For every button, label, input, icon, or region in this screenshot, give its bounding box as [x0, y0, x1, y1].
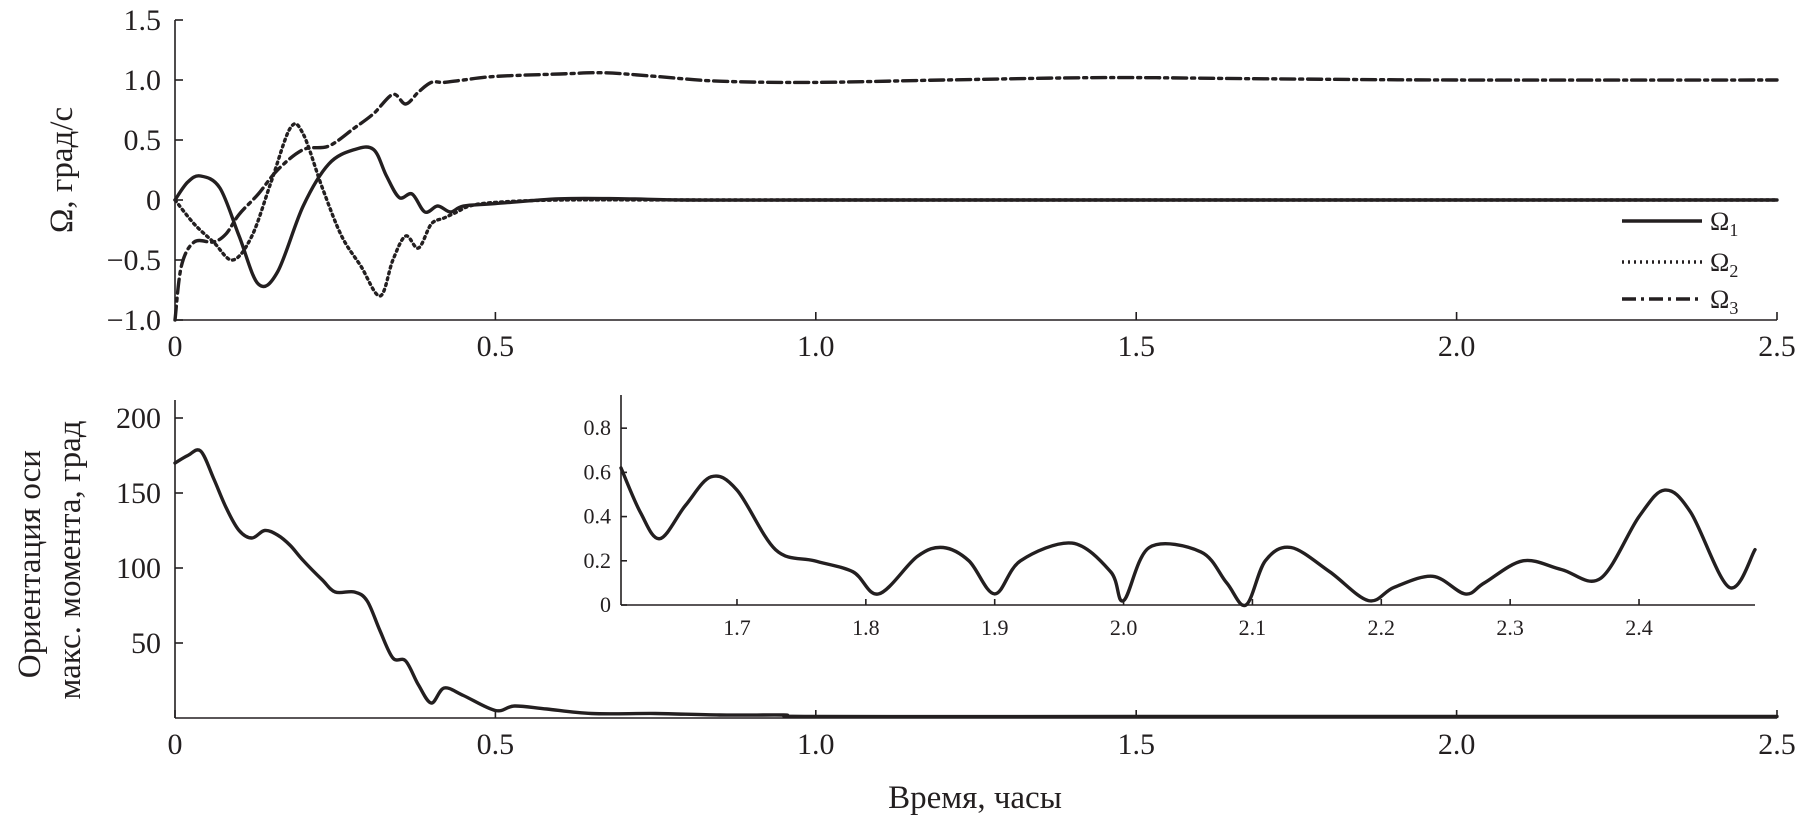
- legend: Ω1 Ω2 Ω3: [1622, 207, 1738, 318]
- inset-x-tick-label: 2.0: [1110, 615, 1138, 640]
- bottom-x-axis-label: Время, часы: [888, 780, 1062, 816]
- inset-x-tick-label: 1.8: [852, 615, 880, 640]
- bottom-y-axis-label-line1: Ориентация оси: [12, 450, 48, 678]
- bottom-x-tick-label: 0.5: [477, 728, 515, 761]
- inset-x-tick-label: 2.2: [1368, 615, 1396, 640]
- inset-x-ticks: 1.7 1.8 1.9 2.0 2.1 2.2 2.3 2.4: [723, 599, 1653, 640]
- bottom-series-group: [173, 448, 1779, 719]
- top-y-tick-label: −0.5: [107, 244, 161, 277]
- svg-text:Ω2: Ω2: [1710, 248, 1738, 281]
- top-y-tick-label: 1.0: [124, 64, 162, 97]
- top-series-line-omega1: [173, 145, 1779, 289]
- legend-label-omega3: Ω: [1710, 285, 1729, 314]
- top-y-tick-label: 0: [146, 184, 161, 217]
- inset-x-tick-label: 2.3: [1496, 615, 1524, 640]
- inset-x-tick-label: 1.9: [981, 615, 1009, 640]
- top-x-tick-label: 0.5: [477, 330, 515, 363]
- top-x-tick-label: 0: [168, 330, 183, 363]
- legend-item-omega2: Ω2: [1622, 248, 1738, 281]
- bottom-y-tick-label: 150: [116, 477, 161, 510]
- top-x-tick-label: 2.5: [1758, 330, 1796, 363]
- inset-y-tick-label: 0: [600, 592, 611, 617]
- inset-series-group: [619, 466, 1757, 608]
- bottom-series-line: [173, 448, 1779, 719]
- inset-y-tick-label: 0.2: [584, 548, 612, 573]
- inset-x-tick-label: 2.1: [1239, 615, 1267, 640]
- top-y-axis-label: Ω, град/с: [44, 107, 80, 233]
- bottom-x-tick-label: 1.5: [1117, 728, 1155, 761]
- top-y-ticks: −1.0 −0.5 0 0.5 1.0 1.5: [107, 4, 183, 337]
- inset-y-tick-label: 0.8: [584, 415, 612, 440]
- bottom-panel: 50 100 150 200 0 0.5 1.0 1.5 2.0 2.5 Ориентация …: [12, 400, 1796, 816]
- inset-x-tick-label: 1.7: [723, 615, 751, 640]
- svg-text:Ω1: Ω1: [1710, 207, 1738, 240]
- bottom-x-ticks: 0 0.5 1.0 1.5 2.0 2.5: [168, 710, 1796, 761]
- legend-label-omega1: Ω: [1710, 207, 1729, 236]
- top-x-tick-label: 1.0: [797, 330, 835, 363]
- legend-sub-omega3: 3: [1729, 298, 1738, 318]
- bottom-y-ticks: 50 100 150 200: [116, 402, 183, 660]
- top-panel: −1.0 −0.5 0 0.5 1.0 1.5 0 0.5 1.0 1.5 2.0 2.5 Ω, г…: [44, 4, 1796, 363]
- bottom-x-tick-label: 1.0: [797, 728, 835, 761]
- legend-sub-omega2: 2: [1729, 261, 1738, 281]
- bottom-y-tick-label: 100: [116, 552, 161, 585]
- top-x-ticks: 0 0.5 1.0 1.5 2.0 2.5: [168, 312, 1796, 363]
- bottom-x-tick-label: 0: [168, 728, 183, 761]
- legend-item-omega1: Ω1: [1622, 207, 1738, 240]
- legend-label-omega2: Ω: [1710, 248, 1729, 277]
- inset-y-tick-label: 0.4: [584, 504, 612, 529]
- top-y-tick-label: 0.5: [124, 124, 162, 157]
- inset-panel: 0 0.2 0.4 0.6 0.8 1.7 1.8 1.9 2.0 2.1 2.2 2.3 2.4: [584, 395, 1757, 640]
- top-x-tick-label: 2.0: [1438, 330, 1476, 363]
- bottom-y-axis-label: Ориентация оси макс. момента, град: [12, 420, 88, 699]
- bottom-y-axis-label-line2: макс. момента, град: [52, 420, 88, 699]
- bottom-x-tick-label: 2.0: [1438, 728, 1476, 761]
- top-series-line-omega2: [173, 122, 1779, 298]
- inset-series-line: [619, 466, 1757, 608]
- svg-text:Ω3: Ω3: [1710, 285, 1738, 318]
- legend-item-omega3: Ω3: [1622, 285, 1738, 318]
- bottom-y-tick-label: 50: [131, 627, 161, 660]
- top-x-tick-label: 1.5: [1117, 330, 1155, 363]
- inset-x-tick-label: 2.4: [1625, 615, 1653, 640]
- bottom-y-tick-label: 200: [116, 402, 161, 435]
- inset-y-tick-label: 0.6: [584, 459, 612, 484]
- top-series-line-omega3: [173, 71, 1779, 322]
- bottom-x-tick-label: 2.5: [1758, 728, 1796, 761]
- legend-sub-omega1: 1: [1729, 220, 1738, 240]
- top-series-group: [173, 71, 1779, 322]
- top-y-tick-label: 1.5: [124, 4, 162, 37]
- top-y-tick-label: −1.0: [107, 304, 161, 337]
